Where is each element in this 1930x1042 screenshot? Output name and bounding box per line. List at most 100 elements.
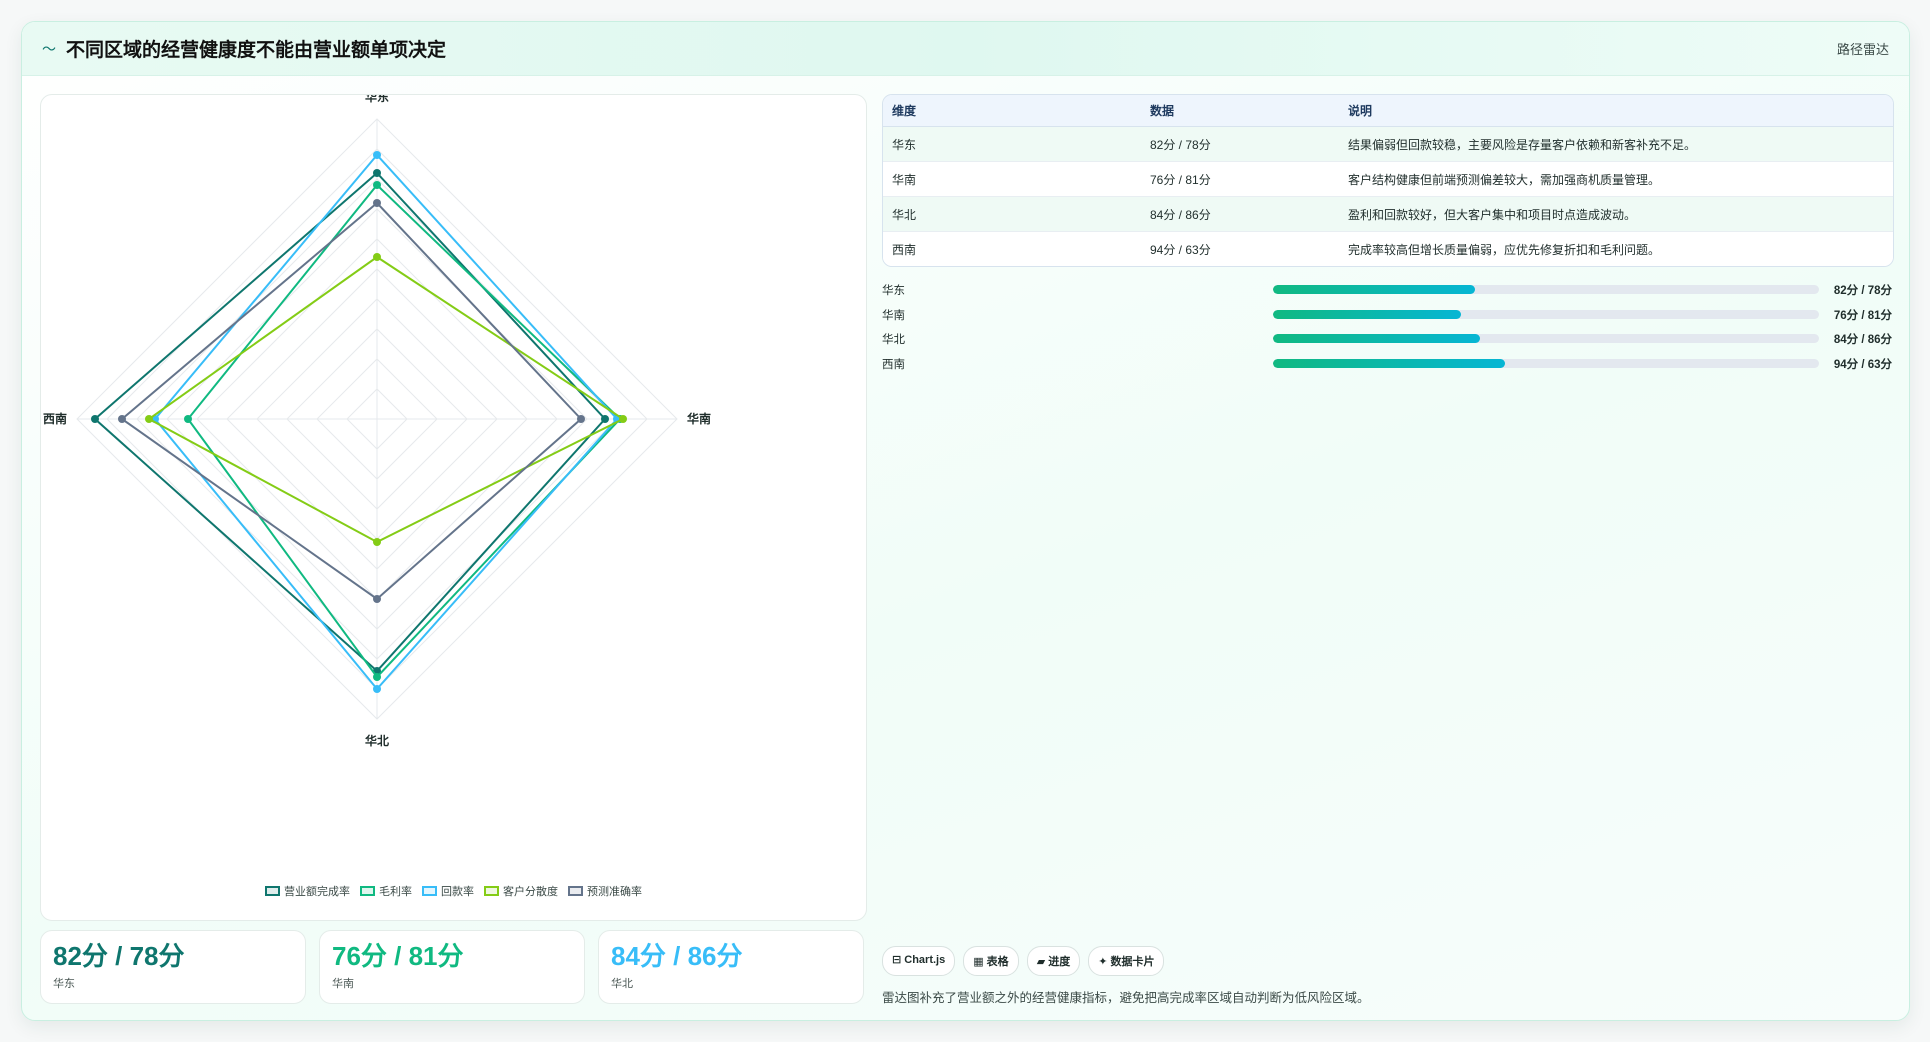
chip-chartjs[interactable]: ⊟ Chart.js — [882, 946, 956, 976]
chip-progress[interactable]: ▰ 进度 — [1026, 946, 1081, 976]
kpi-value: 84分 / 86分 — [611, 941, 743, 971]
footnote: 雷达图补充了营业额之外的经营健康指标，避免把高完成率区域自动判断为低风险区域。 — [882, 991, 1370, 1005]
progress-track — [1273, 358, 1819, 368]
radar-data-point — [373, 685, 381, 693]
legend-item[interactable]: 客户分散度 — [484, 883, 558, 899]
legend-label: 回款率 — [441, 886, 474, 898]
card-header: 〜 不同区域的经营健康度不能由营业额单项决定 路径雷达 — [22, 22, 1909, 76]
progress-value: 84分 / 86分 — [1833, 334, 1892, 346]
kpi-label: 华南 — [332, 978, 354, 990]
chart-legend: 营业额完成率 毛利率 回款率 客户分散度 预测准确率 — [41, 883, 866, 899]
radar-data-point — [373, 538, 381, 546]
progress-fill — [1273, 358, 1506, 368]
progress-label: 西南 — [882, 358, 905, 371]
legend-swatch — [422, 886, 437, 896]
radar-axis-label: 华南 — [687, 411, 711, 426]
progress-fill — [1273, 334, 1481, 343]
progress-value: 76分 / 81分 — [1833, 309, 1892, 322]
column-header: 数据 — [1141, 95, 1339, 127]
progress-row: 华北 84分 / 86分 — [882, 327, 1892, 352]
radar-data-point — [373, 673, 381, 681]
dashboard-card: 〜 不同区域的经营健康度不能由营业额单项决定 路径雷达 华东 华南 华北 西南 营业额… — [21, 21, 1910, 1021]
legend-label: 营业额完成率 — [284, 886, 350, 898]
radar-axis-label: 华东 — [365, 95, 389, 104]
legend-item[interactable]: 回款率 — [422, 883, 474, 899]
progress-row: 华南 76分 / 81分 — [882, 303, 1892, 328]
radar-data-point — [619, 415, 627, 423]
progress-row: 西南 94分 / 63分 — [882, 352, 1892, 377]
table-header-row: 维度 数据 说明 — [883, 95, 1893, 127]
legend-label: 毛利率 — [379, 886, 412, 898]
legend-item[interactable]: 毛利率 — [360, 883, 412, 899]
table-cell: 结果偏弱但回款较稳，主要风险是存量客户依赖和新客补充不足。 — [1339, 126, 1893, 162]
data-table: 维度 数据 说明 华东 82分 / 78分 结果偏弱但回款较稳，主要风险是存量客… — [882, 94, 1894, 267]
radar-axis-label: 华北 — [365, 733, 389, 748]
progress-track — [1273, 309, 1819, 319]
chart-type-chips: ⊟ Chart.js ▦ 表格 ▰ 进度 ✦ 数据卡片 — [882, 946, 1165, 976]
table-cell: 华东 — [883, 126, 1141, 162]
radar-data-point — [373, 595, 381, 603]
table-row: 华北 84分 / 86分 盈利和回款较好，但大客户集中和项目时点造成波动。 — [883, 196, 1893, 232]
legend-swatch — [484, 886, 499, 896]
radar-series-line — [186, 183, 622, 679]
progress-value: 82分 / 78分 — [1833, 285, 1892, 297]
kpi-card-huabei: 84分 / 86分 华北 — [598, 930, 864, 1004]
chip-table[interactable]: ▦ 表格 — [963, 946, 1019, 976]
radar-data-point — [118, 415, 126, 423]
radar-data-point — [577, 415, 585, 423]
radar-data-point — [601, 415, 609, 423]
progress-track — [1273, 334, 1819, 343]
table-cell: 客户结构健康但前端预测偏差较大，需加强商机质量管理。 — [1339, 161, 1893, 197]
legend-swatch — [568, 886, 583, 896]
radar-data-point — [373, 181, 381, 189]
progress-list: 华东 82分 / 78分华南 76分 / 81分华北 84分 / 86分西南 94分 /… — [882, 278, 1892, 376]
kpi-value: 76分 / 81分 — [332, 941, 464, 971]
table-row: 西南 94分 / 63分 完成率较高但增长质量偏弱，应优先修复折扣和毛利问题。 — [883, 231, 1893, 266]
page-title: 不同区域的经营健康度不能由营业额单项决定 — [66, 40, 447, 61]
progress-row: 华东 82分 / 78分 — [882, 278, 1892, 303]
chart-mode-link[interactable]: 路径雷达 — [1836, 42, 1889, 57]
radar-series-line — [153, 153, 619, 691]
legend-label: 预测准确率 — [587, 886, 642, 898]
legend-item[interactable]: 营业额完成率 — [265, 883, 350, 899]
radar-data-point — [373, 199, 381, 207]
table-cell: 华北 — [883, 196, 1141, 232]
radar-data-point — [91, 415, 99, 423]
radar-axis-label: 西南 — [43, 411, 67, 426]
legend-label: 客户分散度 — [503, 886, 558, 898]
table-cell: 94分 / 63分 — [1141, 231, 1339, 266]
progress-fill — [1273, 309, 1462, 319]
progress-value: 94分 / 63分 — [1833, 358, 1892, 371]
radar-chart-panel: 华东华南华北 西南 营业额完成率 毛利率 回款率 客户分散度 预测准确率 — [40, 94, 867, 921]
kpi-label: 华北 — [611, 978, 633, 990]
wave-icon: 〜 — [42, 40, 56, 57]
table-row: 华南 76分 / 81分 客户结构健康但前端预测偏差较大，需加强商机质量管理。 — [883, 161, 1893, 197]
radar-data-point — [373, 169, 381, 177]
progress-fill — [1273, 285, 1476, 294]
radar-data-point — [373, 253, 381, 261]
table-cell: 84分 / 86分 — [1141, 196, 1339, 232]
radar-data-point — [373, 151, 381, 159]
table-cell: 82分 / 78分 — [1141, 126, 1339, 162]
legend-swatch — [265, 886, 280, 896]
kpi-card-huadong: 82分 / 78分 华东 — [40, 930, 306, 1004]
column-header: 说明 — [1339, 95, 1893, 127]
kpi-value: 82分 / 78分 — [53, 941, 185, 971]
table-cell: 76分 / 81分 — [1141, 161, 1339, 197]
table-cell: 完成率较高但增长质量偏弱，应优先修复折扣和毛利问题。 — [1339, 231, 1893, 266]
chip-data-card[interactable]: ✦ 数据卡片 — [1088, 946, 1165, 976]
column-header: 维度 — [883, 95, 1141, 127]
table-cell: 华南 — [883, 161, 1141, 197]
progress-label: 华北 — [882, 334, 905, 346]
radar-data-point — [145, 415, 153, 423]
progress-track — [1273, 285, 1819, 294]
table-cell: 盈利和回款较好，但大客户集中和项目时点造成波动。 — [1339, 196, 1893, 232]
progress-label: 华东 — [882, 285, 905, 297]
table-row: 华东 82分 / 78分 结果偏弱但回款较稳，主要风险是存量客户依赖和新客补充不… — [883, 126, 1893, 162]
radar-series-line — [120, 201, 583, 601]
legend-item[interactable]: 预测准确率 — [568, 883, 642, 899]
table-cell: 西南 — [883, 231, 1141, 266]
kpi-label: 华东 — [53, 978, 75, 990]
radar-data-point — [184, 415, 192, 423]
